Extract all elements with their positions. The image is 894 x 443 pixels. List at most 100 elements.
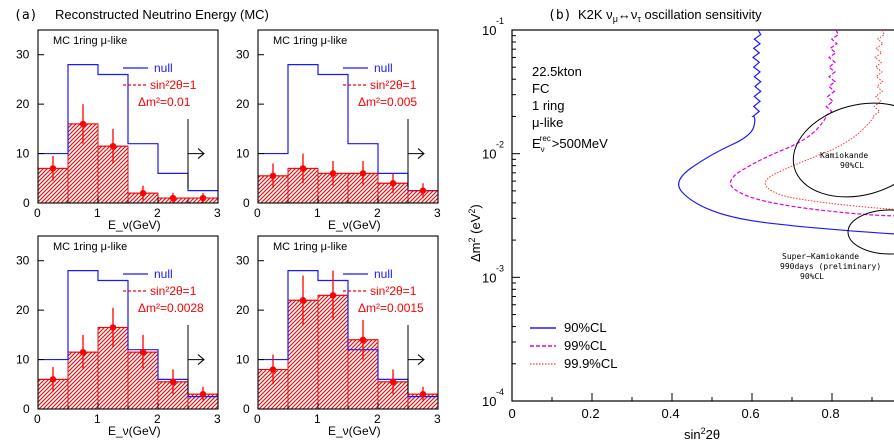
right-title-prefix: (b) bbox=[548, 8, 571, 23]
superk-days: 990days (preliminary) bbox=[780, 262, 881, 271]
right-y-tick-exponent: -1 bbox=[496, 16, 504, 26]
data-point bbox=[299, 165, 307, 172]
left-title: Reconstructed Neutrino Energy (MC) bbox=[55, 7, 269, 22]
data-point bbox=[269, 172, 277, 180]
y-tick-label: 20 bbox=[16, 303, 30, 317]
right-x-tick-label: 0.4 bbox=[662, 406, 680, 421]
right-x-tick-label: 0.8 bbox=[822, 406, 840, 421]
data-point bbox=[329, 170, 337, 177]
y-tick-label: 0 bbox=[243, 402, 250, 416]
y-tick-label: 10 bbox=[16, 147, 30, 161]
x-tick-label: 1 bbox=[314, 206, 321, 220]
y-tick-label: 30 bbox=[236, 254, 250, 268]
data-point bbox=[139, 348, 147, 356]
data-point bbox=[359, 336, 367, 343]
x-axis-label: E_ν(GeV) bbox=[108, 218, 161, 232]
right-x-ticks: 0 0.2 0.4 0.6 0.8 bbox=[509, 393, 873, 421]
y-tick-label: 0 bbox=[23, 402, 30, 416]
info-block: 22.5kton FC 1 ring μ-like Eνrec>500MeV bbox=[532, 64, 608, 154]
right-x-tick-label: 0 bbox=[509, 406, 516, 421]
legend-999-label: 99.9%CL bbox=[564, 356, 617, 371]
legend-null-label: null bbox=[374, 61, 393, 75]
right-y-tick-exponent: -4 bbox=[496, 387, 504, 397]
legend-osc-label: sin²2θ=1 bbox=[150, 284, 197, 298]
legend-null-label: null bbox=[374, 267, 393, 281]
x-axis-label: E_ν(GeV) bbox=[108, 424, 161, 438]
panel-label: MC 1ring μ-like bbox=[53, 241, 127, 253]
x-tick-label: 2 bbox=[374, 412, 381, 426]
y-tick-label: 10 bbox=[236, 353, 250, 367]
superk-label: Super−Kamiokande bbox=[782, 252, 859, 261]
legend-osc-label: sin²2θ=1 bbox=[150, 78, 197, 92]
data-point bbox=[389, 378, 397, 386]
data-point bbox=[199, 390, 207, 398]
data-point bbox=[109, 324, 117, 331]
y-tick-label: 10 bbox=[236, 147, 250, 161]
data-point bbox=[139, 189, 147, 197]
legend-null-label: null bbox=[154, 61, 173, 75]
right-x-tick-label: 0.6 bbox=[742, 406, 760, 421]
info-ring: 1 ring bbox=[532, 98, 565, 113]
data-point bbox=[389, 180, 397, 187]
contour-999cl bbox=[764, 30, 894, 210]
right-y-tick-exponent: -3 bbox=[496, 263, 504, 273]
kamiokande-label: Kamiokande bbox=[820, 151, 868, 160]
data-point bbox=[199, 194, 207, 202]
x-tick-label: 2 bbox=[154, 206, 161, 220]
x-tick-label: 0 bbox=[254, 206, 261, 220]
y-tick-label: 10 bbox=[16, 353, 30, 367]
y-tick-label: 0 bbox=[243, 196, 250, 210]
panel-label: MC 1ring μ-like bbox=[53, 35, 127, 47]
data-point bbox=[419, 187, 427, 194]
y-tick-label: 20 bbox=[236, 303, 250, 317]
kamiokande-cl: 90%CL bbox=[840, 161, 864, 170]
x-tick-label: 3 bbox=[434, 412, 441, 426]
legend-null-label: null bbox=[154, 267, 173, 281]
legend-dm-label: Δm²=0.01 bbox=[138, 95, 191, 109]
info-fc: FC bbox=[532, 81, 549, 96]
y-tick-label: 30 bbox=[16, 254, 30, 268]
y-tick-label: 0 bbox=[23, 196, 30, 210]
right-legend: 90%CL 99%CL 99.9%CL bbox=[530, 320, 617, 371]
x-tick-label: 2 bbox=[154, 412, 161, 426]
x-tick-label: 1 bbox=[94, 206, 101, 220]
right-y-tick-exponent: -2 bbox=[496, 140, 504, 150]
panel-label: MC 1ring μ-like bbox=[273, 35, 347, 47]
kamiokande-contour bbox=[792, 102, 894, 198]
x-axis-label: E_ν(GeV) bbox=[328, 218, 381, 232]
data-point bbox=[49, 165, 57, 172]
cut-arrow-icon bbox=[188, 148, 205, 159]
data-point bbox=[79, 120, 87, 128]
contour-90cl bbox=[678, 30, 894, 235]
x-tick-label: 3 bbox=[214, 412, 221, 426]
legend-dm-label: Δm²=0.0028 bbox=[138, 301, 204, 315]
legend-99-label: 99%CL bbox=[564, 338, 607, 353]
superk-cl: 90%CL bbox=[800, 272, 824, 281]
legend-osc-label: sin²2θ=1 bbox=[370, 78, 417, 92]
data-point bbox=[49, 376, 57, 383]
y-tick-label: 30 bbox=[236, 48, 250, 62]
x-tick-label: 2 bbox=[374, 206, 381, 220]
legend-osc-label: sin²2θ=1 bbox=[370, 284, 417, 298]
legend-90-label: 90%CL bbox=[564, 320, 607, 335]
y-tick-label: 20 bbox=[236, 97, 250, 111]
data-point bbox=[169, 378, 177, 386]
right-y-tick-mantissa: 10 bbox=[482, 23, 496, 38]
x-tick-label: 0 bbox=[254, 412, 261, 426]
right-x-axis-label: sin22θ bbox=[684, 426, 720, 442]
superk-contour bbox=[847, 209, 894, 255]
sensitivity-plot: (b) K2K νμ↔ντ oscillation sensitivity 10… bbox=[467, 7, 894, 442]
legend-dm-label: Δm²=0.0015 bbox=[358, 301, 424, 315]
x-tick-label: 3 bbox=[214, 206, 221, 220]
y-tick-label: 20 bbox=[16, 97, 30, 111]
data-point bbox=[419, 390, 427, 398]
data-point bbox=[269, 366, 277, 373]
contour-99cl bbox=[729, 30, 894, 217]
legend-dm-label: Δm²=0.005 bbox=[358, 95, 417, 109]
cut-arrow-icon bbox=[408, 354, 425, 365]
data-point bbox=[359, 170, 367, 177]
